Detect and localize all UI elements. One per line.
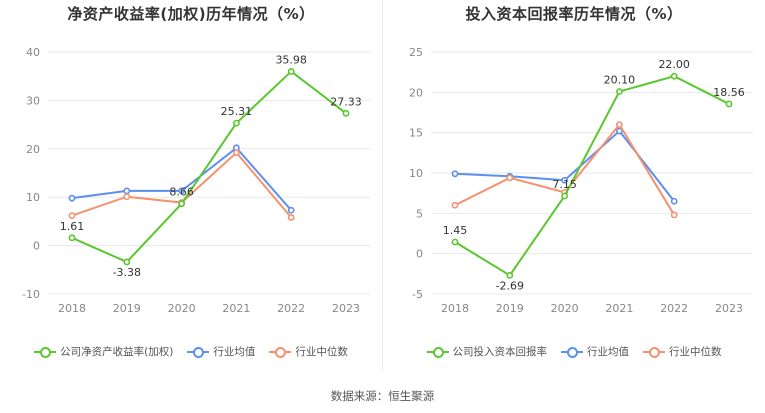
series-line-company — [454, 75, 730, 277]
legend-item-industry-avg[interactable]: 行业均值 — [561, 344, 629, 359]
x-tick-label: 2019 — [113, 302, 141, 315]
y-tick-label: 40 — [26, 46, 40, 59]
y-tick-label: 0 — [416, 248, 423, 261]
legend-item-industry-avg[interactable]: 行业均值 — [187, 344, 255, 359]
legend-industry-median-label: 行业中位数 — [295, 346, 348, 358]
y-tick-label: 20 — [26, 143, 40, 156]
x-tick-label: 2023 — [332, 302, 360, 315]
legend-company-label: 公司净资产收益率(加权) — [60, 346, 174, 358]
data-label: 35.98 — [275, 53, 307, 66]
data-point-industry_avg — [615, 127, 623, 135]
data-label: 20.10 — [604, 74, 636, 87]
data-point-company — [506, 271, 514, 279]
x-tick-label: 2020 — [168, 302, 196, 315]
data-point-industry_avg — [561, 176, 568, 184]
legend-item-company[interactable]: 公司投入资本回报率 — [426, 344, 548, 359]
chart-title: 投入资本回报率历年情况（%） — [465, 5, 683, 23]
data-point-company — [287, 68, 295, 75]
chart-legend: 公司投入资本回报率 行业均值 行业中位数 — [383, 344, 765, 359]
data-point-industry_median — [670, 211, 678, 219]
data-point-company — [123, 258, 131, 266]
legend-item-company[interactable]: 公司净资产收益率(加权) — [34, 344, 173, 359]
y-tick-label: 10 — [26, 191, 40, 204]
data-point-industry_avg — [178, 187, 185, 195]
data-point-industry_median — [506, 174, 514, 182]
y-tick-label: 30 — [26, 94, 40, 107]
chart-title: 净资产收益率(加权)历年情况（%） — [67, 5, 315, 23]
data-label: 8.66 — [169, 186, 194, 199]
y-tick-label: 10 — [409, 167, 423, 180]
legend-company-swatch — [426, 346, 449, 358]
roe-chart-panel: 净资产收益率(加权)历年情况（%） -10 0 10 20 30 40 2018 2019 20… — [0, 0, 382, 380]
data-label: 27.33 — [330, 95, 362, 108]
legend-industry-avg-swatch — [187, 346, 210, 358]
x-tick-label: 2021 — [605, 302, 633, 315]
legend-industry-median-label: 行业中位数 — [669, 346, 722, 358]
legend-industry-median-swatch — [269, 346, 292, 358]
data-point-industry_avg — [451, 170, 459, 178]
y-tick-label: 15 — [409, 127, 423, 140]
data-point-company — [451, 238, 459, 246]
legend-industry-median-swatch — [643, 346, 665, 358]
data-point-company — [725, 100, 733, 108]
x-tick-label: 2019 — [496, 302, 524, 315]
panel-divider — [382, 0, 383, 372]
x-tick-label: 2018 — [441, 302, 469, 315]
data-point-industry_median — [232, 149, 240, 157]
y-tick-label: 5 — [416, 207, 423, 220]
y-tick-label: 0 — [33, 240, 40, 253]
legend-item-industry-median[interactable]: 行业中位数 — [269, 344, 348, 359]
data-point-company — [68, 234, 76, 242]
y-tick-label: 20 — [409, 86, 423, 99]
data-label: 1.45 — [443, 224, 468, 237]
x-tick-label: 2022 — [660, 302, 688, 315]
data-label: 1.61 — [60, 220, 85, 233]
data-point-company — [670, 72, 678, 80]
legend-industry-avg-label: 行业均值 — [213, 346, 256, 358]
x-tick-label: 2021 — [222, 302, 250, 315]
chart-legend: 公司净资产收益率(加权) 行业均值 行业中位数 — [0, 344, 382, 359]
x-tick-label: 2022 — [277, 302, 305, 315]
data-label: 7.15 — [552, 178, 577, 191]
data-point-industry_median — [451, 201, 459, 209]
data-label: -3.38 — [113, 266, 141, 279]
y-tick-label: -10 — [22, 288, 40, 301]
data-label: 25.31 — [221, 105, 253, 118]
legend-industry-avg-label: 行业均值 — [587, 346, 629, 358]
legend-industry-avg-swatch — [561, 346, 583, 358]
data-point-company — [561, 192, 568, 200]
data-point-industry_avg — [68, 194, 76, 202]
x-tick-label: 2023 — [715, 302, 743, 315]
data-point-industry_avg — [670, 197, 678, 205]
data-point-industry_median — [123, 193, 131, 201]
y-tick-label: -5 — [412, 288, 423, 301]
data-source-note: 数据来源：恒生聚源 — [330, 389, 435, 403]
data-point-company — [178, 200, 185, 208]
data-point-company — [615, 88, 623, 95]
roic-chart-panel: 投入资本回报率历年情况（%） -5 0 5 10 15 20 25 2018 2019 2020 2… — [383, 0, 765, 380]
data-label: 18.56 — [713, 86, 745, 99]
data-point-industry_median — [615, 121, 623, 128]
y-tick-label: 25 — [409, 46, 423, 59]
data-label: -2.69 — [496, 279, 524, 292]
data-point-industry_median — [68, 212, 76, 219]
data-point-industry_avg — [287, 206, 295, 214]
data-label: 22.00 — [658, 58, 690, 71]
series-line-industry_median — [454, 122, 676, 216]
x-tick-label: 2020 — [551, 302, 579, 315]
roic-line-chart: -5 0 5 10 15 20 25 2018 2019 2020 2021 2022 2023 1.45… — [409, 46, 753, 315]
legend-item-industry-median[interactable]: 行业中位数 — [643, 344, 722, 359]
data-point-industry_avg — [123, 187, 131, 195]
series-line-company — [71, 70, 347, 264]
data-point-industry_median — [287, 214, 295, 221]
data-point-company — [342, 109, 350, 117]
roe-line-chart: -10 0 10 20 30 40 2018 2019 2020 2021 2022 2023 1.61… — [22, 46, 370, 315]
legend-company-swatch — [34, 346, 57, 358]
x-tick-label: 2018 — [58, 302, 86, 315]
data-point-company — [232, 119, 240, 127]
legend-company-label: 公司投入资本回报率 — [452, 346, 548, 358]
